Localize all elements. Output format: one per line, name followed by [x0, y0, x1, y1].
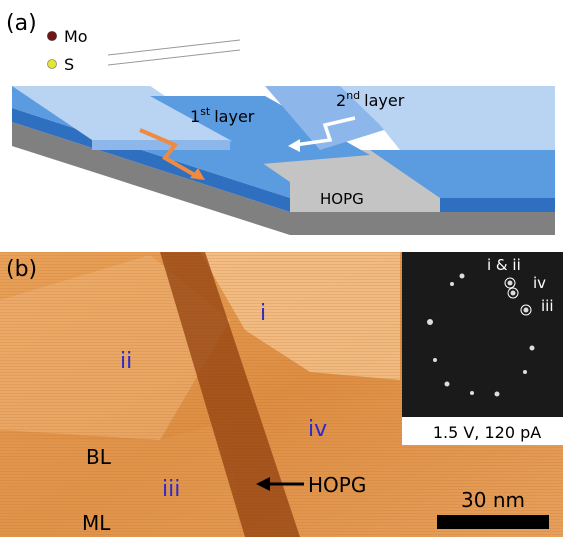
region-label: ii — [120, 349, 132, 374]
panel-label: (a) — [6, 11, 37, 36]
scale-bar-label: 30 nm — [461, 488, 525, 512]
figure: (a) Mo S 1stlayer 2ndlayer HOPG (b) i ii — [0, 0, 563, 537]
spot-label: i & ii — [487, 256, 521, 274]
substrate-label: HOPG — [320, 190, 364, 208]
inset-conditions: 1.5 V, 120 pA — [433, 423, 541, 442]
mo-atom-icon — [48, 32, 57, 41]
layer-label: BL — [86, 445, 112, 469]
layer-label: ML — [82, 511, 111, 535]
device-schematic — [12, 86, 555, 235]
scale-bar — [437, 515, 549, 529]
page: (a) Mo S 1stlayer 2ndlayer HOPG (b) i ii — [0, 0, 563, 537]
region-label: i — [260, 301, 266, 326]
spot-label: iv — [533, 274, 546, 292]
s-atom-icon — [48, 60, 57, 69]
region-label: iv — [308, 417, 327, 442]
mos2-structure — [108, 40, 240, 65]
arrow-label: HOPG — [308, 473, 366, 497]
panel-label: (b) — [6, 257, 37, 282]
legend-label: Mo — [64, 27, 88, 46]
spot-label: iii — [541, 297, 554, 315]
region-label: iii — [162, 477, 180, 502]
legend-label: S — [64, 55, 74, 74]
